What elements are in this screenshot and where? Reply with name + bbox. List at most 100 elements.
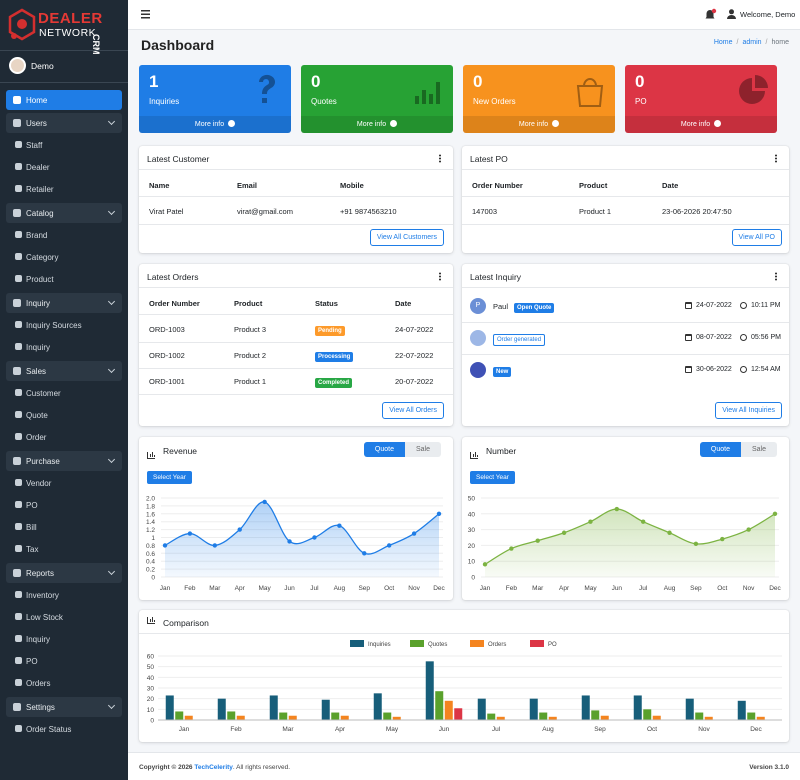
view-all-button[interactable]: View All Inquiries xyxy=(715,402,782,419)
toggle-button[interactable]: Sale xyxy=(740,442,777,457)
icon-part xyxy=(150,619,151,622)
icon-part xyxy=(477,455,478,457)
x-tick-label: Sep xyxy=(594,726,606,733)
nav-item[interactable]: Order Status xyxy=(6,719,122,739)
nav-group[interactable]: Inquiry xyxy=(6,293,122,313)
nav-group[interactable]: Purchase xyxy=(6,451,122,471)
topbar: Welcome, Demo xyxy=(128,0,800,30)
toggle-button[interactable]: Quote xyxy=(699,442,741,457)
more-info[interactable]: More info xyxy=(463,116,615,133)
crumb[interactable]: admin xyxy=(742,39,762,46)
toggle-group: Quote Sale xyxy=(699,442,777,457)
cell: 22-07-2022 xyxy=(395,351,434,360)
nav-group[interactable]: Catalog xyxy=(6,203,122,223)
calendar-icon xyxy=(685,366,692,373)
bar xyxy=(454,708,463,720)
y-tick-label: 10 xyxy=(147,707,155,714)
nav-item[interactable]: Customer xyxy=(6,383,122,403)
area xyxy=(485,509,775,577)
kebab-menu[interactable] xyxy=(775,272,777,281)
cell: 147003 xyxy=(472,207,498,216)
nav-item[interactable]: Brand xyxy=(6,225,122,245)
x-tick-label: Jan xyxy=(480,585,491,592)
nav-item[interactable]: Inquiry xyxy=(6,629,122,649)
point xyxy=(312,535,317,540)
menu-toggle[interactable] xyxy=(141,10,151,19)
nav-item[interactable]: Retailer xyxy=(6,179,122,199)
legend-swatch xyxy=(530,640,544,647)
nav-item[interactable]: Low Stock xyxy=(6,607,122,627)
arrow-icon xyxy=(228,120,236,127)
x-tick-label: Oct xyxy=(647,726,657,733)
more-info[interactable]: More info xyxy=(139,116,291,133)
arrow-icon xyxy=(390,120,398,127)
nav-icon xyxy=(15,679,22,686)
bar xyxy=(548,716,557,720)
view-all-button[interactable]: View All Orders xyxy=(382,402,444,419)
separator: / xyxy=(765,39,768,46)
nav-item[interactable]: PO xyxy=(6,651,122,671)
notifications[interactable] xyxy=(705,8,717,21)
kebab-menu[interactable] xyxy=(775,154,777,163)
stat-value: 0 xyxy=(311,72,321,91)
nav-item[interactable]: Home xyxy=(6,90,122,110)
crumb[interactable]: Home xyxy=(713,39,733,46)
cell: 24-07-2022 xyxy=(395,325,434,334)
logo xyxy=(8,8,36,41)
nav-item[interactable]: PO xyxy=(6,495,122,515)
x-tick-label: Oct xyxy=(717,585,727,592)
more-info[interactable]: More info xyxy=(301,116,453,133)
nav-group[interactable]: Reports xyxy=(6,563,122,583)
rule xyxy=(462,322,789,323)
nav-item[interactable]: Staff xyxy=(6,135,122,155)
select-year[interactable]: Select Year xyxy=(147,471,192,484)
bar xyxy=(529,698,538,720)
nav-item[interactable]: Order xyxy=(6,427,122,447)
user-name[interactable]: Demo xyxy=(31,61,54,71)
kebab-menu[interactable] xyxy=(439,154,441,163)
view-all-button[interactable]: View All Customers xyxy=(369,229,444,246)
avatar: P xyxy=(470,298,486,314)
toggle-button[interactable]: Sale xyxy=(404,442,441,457)
cell: +91 9874563210 xyxy=(340,207,397,216)
point xyxy=(187,531,193,536)
x-tick-label: Mar xyxy=(209,585,221,592)
nav-item[interactable]: Vendor xyxy=(6,473,122,493)
more-info[interactable]: More info xyxy=(625,116,777,133)
toggle-button[interactable]: Quote xyxy=(363,442,405,457)
nav-icon xyxy=(13,569,21,577)
kebab-menu[interactable] xyxy=(439,272,441,281)
x-tick-label: Oct xyxy=(384,585,394,592)
column-header: Order Number xyxy=(149,299,200,308)
nav-group[interactable]: Sales xyxy=(6,361,122,381)
welcome[interactable]: Welcome, Demo xyxy=(740,10,796,19)
panel-title: Latest Orders xyxy=(147,272,199,282)
bar xyxy=(340,715,349,720)
nav-item[interactable]: Quote xyxy=(6,405,122,425)
stat-card: 0 Quotes More info xyxy=(301,65,453,133)
more-info-text: More info xyxy=(356,121,387,128)
company[interactable]: TechCelerity xyxy=(194,764,233,771)
nav-item[interactable]: Inquiry xyxy=(6,337,122,357)
nav-group[interactable]: Settings xyxy=(6,697,122,717)
legend-swatch xyxy=(470,640,484,647)
status-badge: Processing xyxy=(315,352,354,362)
select-year[interactable]: Select Year xyxy=(470,471,515,484)
y-tick-label: 40 xyxy=(468,511,476,518)
view-all-button[interactable]: View All PO xyxy=(731,229,782,246)
nav-group[interactable]: Users xyxy=(6,113,122,133)
clock-icon xyxy=(740,302,747,309)
x-tick-label: May xyxy=(584,585,597,592)
nav-item[interactable]: Dealer xyxy=(6,157,122,177)
inquiry-time: 10:11 PM xyxy=(751,302,781,309)
nav-item[interactable]: Tax xyxy=(6,539,122,559)
nav-item[interactable]: Bill xyxy=(6,517,122,537)
nav-item[interactable]: Inquiry Sources xyxy=(6,315,122,335)
nav-item[interactable]: Orders xyxy=(6,673,122,693)
nav-item[interactable]: Product xyxy=(6,269,122,289)
nav-item[interactable]: Category xyxy=(6,247,122,267)
legend-label: Inquiries xyxy=(368,642,391,648)
status-cell: Pending xyxy=(315,325,345,336)
legend-swatch xyxy=(350,640,364,647)
nav-item[interactable]: Inventory xyxy=(6,585,122,605)
